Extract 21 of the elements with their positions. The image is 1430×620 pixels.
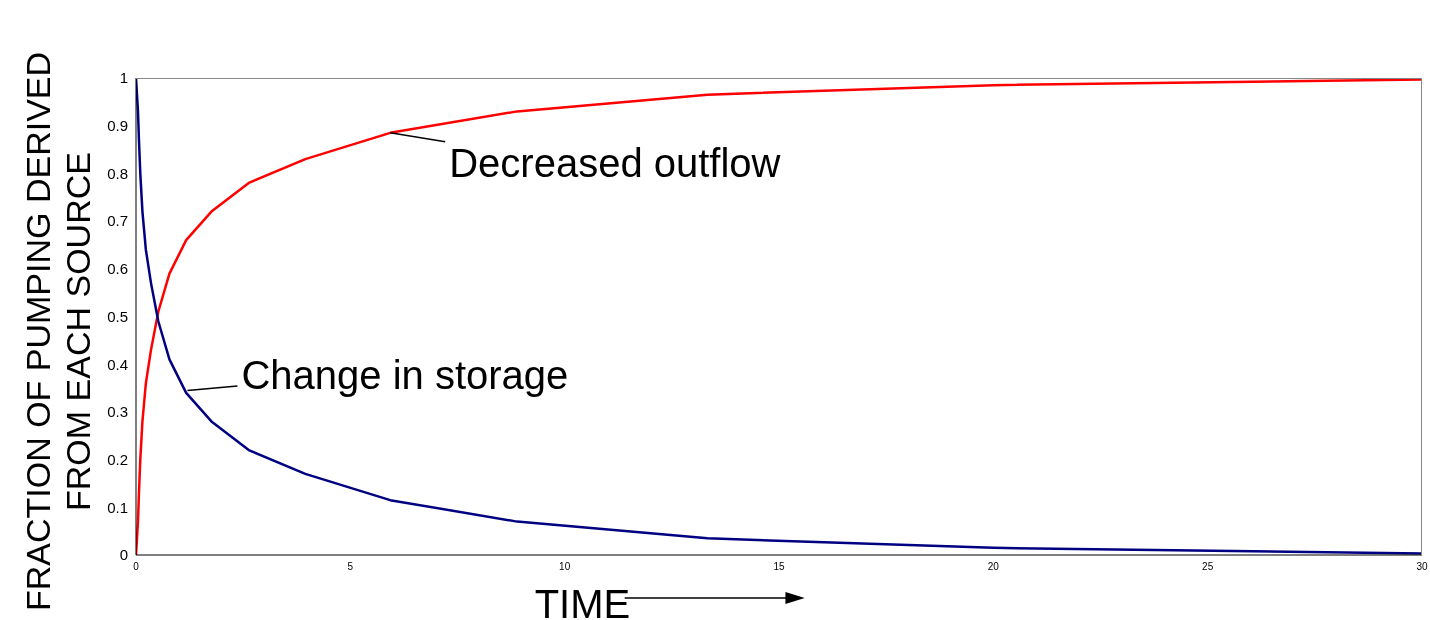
y-tick-label: 0.9	[107, 117, 128, 135]
y-axis-title: FRACTION OF PUMPING DERIVED FROM EACH SOURCE	[19, 51, 97, 612]
y-tick-label: 0.3	[107, 403, 128, 421]
x-tick-label: 30	[1416, 561, 1428, 573]
x-tick-label: 10	[559, 561, 571, 573]
x-tick-label: 25	[1202, 561, 1214, 573]
x-axis-title: TIME	[534, 582, 631, 620]
annotation: Change in storage	[241, 353, 569, 398]
y-tick-label: 0.1	[107, 498, 128, 516]
y-tick-label: 1	[119, 69, 128, 87]
y-tick-label: 0.6	[107, 260, 128, 278]
y-tick-label: 0.7	[107, 212, 128, 230]
x-tick-label: 15	[773, 561, 785, 573]
y-tick-label: 0.5	[107, 307, 128, 325]
annotation: Decreased outflow	[449, 140, 781, 185]
x-tick-label: 0	[133, 561, 140, 573]
y-tick-label: 0.8	[107, 164, 128, 182]
x-tick-label: 20	[987, 561, 1000, 573]
y-tick-label: 0.2	[107, 450, 128, 468]
y-tick-label: 0.4	[107, 355, 128, 373]
x-tick-label: 5	[347, 561, 354, 573]
